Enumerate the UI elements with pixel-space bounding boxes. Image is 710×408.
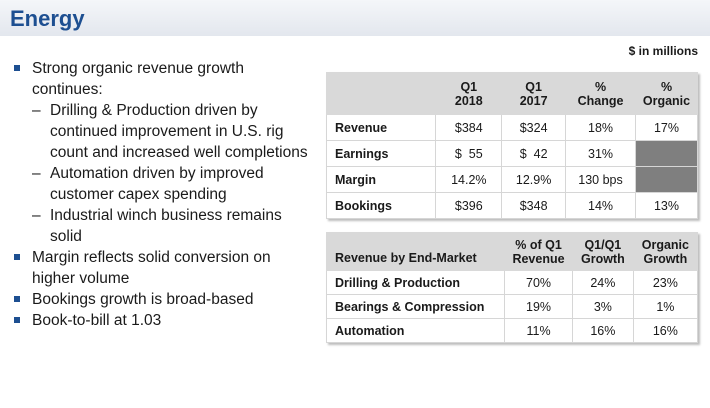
sub-bullet-item: – Drilling & Production driven by contin… (12, 100, 312, 163)
sub-bullet-item: – Industrial winch business remains soli… (12, 205, 312, 247)
header-cell: Q1 2018 (435, 72, 503, 115)
table-header-row: Q1 2018 Q1 2017 % Change % Organic (325, 72, 698, 115)
table-row: Drilling & Production 70% 24% 23% (325, 270, 699, 295)
row-label: Bookings (325, 192, 437, 219)
cell-q1-2018: $384 (435, 114, 503, 141)
cell-organic: 13% (635, 192, 698, 219)
cell-pct-revenue: 19% (504, 294, 573, 319)
header-cell: Organic Growth (632, 232, 699, 271)
cell-change: 14% (565, 192, 636, 219)
cell-change: 18% (565, 114, 636, 141)
bullet-text: Book-to-bill at 1.03 (32, 312, 162, 329)
bullet-text: Strong organic revenue growth continues: (32, 60, 244, 98)
row-label: Automation (325, 318, 506, 343)
sub-bullet-item: – Automation driven by improved customer… (12, 163, 312, 205)
cell-organic-growth: 1% (632, 294, 699, 319)
cell-q1-2017: $324 (501, 114, 567, 141)
cell-q1-2017: $ 42 (501, 140, 567, 167)
row-label: Revenue (325, 114, 437, 141)
bullet-item: Book-to-bill at 1.03 (12, 310, 312, 331)
table-row: Bearings & Compression 19% 3% 1% (325, 294, 699, 319)
bullet-text: Margin reflects solid conversion on high… (32, 249, 271, 287)
bullet-square-icon (14, 296, 20, 302)
header-cell: % Organic (635, 72, 698, 115)
header-cell: Q1/Q1 Growth (571, 232, 634, 271)
header-cell: Revenue by End-Market (325, 232, 506, 271)
table-header-row: Revenue by End-Market % of Q1 Revenue Q1… (325, 232, 699, 271)
table-row: Margin 14.2% 12.9% 130 bps (325, 166, 698, 193)
header-cell: Q1 2017 (501, 72, 567, 115)
bullet-text: Bookings growth is broad-based (32, 291, 254, 308)
cell-organic-growth: 16% (632, 318, 699, 343)
cell-organic-shaded (635, 166, 698, 193)
bullet-item: Bookings growth is broad-based (12, 289, 312, 310)
cell-q1-2017: 12.9% (501, 166, 567, 193)
bullet-item: Strong organic revenue growth continues: (12, 58, 312, 100)
cell-q1-2018: $ 55 (435, 140, 503, 167)
title-bar: Energy (0, 0, 710, 36)
summary-table: Q1 2018 Q1 2017 % Change % Organic Reven… (325, 72, 698, 219)
header-cell: % of Q1 Revenue (504, 232, 573, 271)
sub-bullet-text: Drilling & Production driven by continue… (50, 102, 308, 161)
cell-organic: 17% (635, 114, 698, 141)
table-row: Revenue $384 $324 18% 17% (325, 114, 698, 141)
sub-bullet-text: Automation driven by improved customer c… (50, 165, 264, 203)
dash-icon: – (32, 207, 41, 224)
header-cell (325, 72, 437, 115)
cell-growth: 16% (571, 318, 634, 343)
cell-pct-revenue: 11% (504, 318, 573, 343)
row-label: Margin (325, 166, 437, 193)
bullet-item: Margin reflects solid conversion on high… (12, 247, 312, 289)
end-market-table: Revenue by End-Market % of Q1 Revenue Q1… (325, 232, 699, 343)
dash-icon: – (32, 165, 41, 182)
page-title: Energy (10, 6, 85, 31)
cell-q1-2018: 14.2% (435, 166, 503, 193)
cell-pct-revenue: 70% (504, 270, 573, 295)
cell-growth: 24% (571, 270, 634, 295)
bullet-list: Strong organic revenue growth continues:… (12, 58, 312, 331)
row-label: Bearings & Compression (325, 294, 506, 319)
dash-icon: – (32, 102, 41, 119)
units-label: $ in millions (628, 44, 698, 58)
cell-q1-2018: $396 (435, 192, 503, 219)
row-label: Earnings (325, 140, 437, 167)
row-label: Drilling & Production (325, 270, 506, 295)
table-row: Automation 11% 16% 16% (325, 318, 699, 343)
cell-change: 31% (565, 140, 636, 167)
cell-change: 130 bps (565, 166, 636, 193)
cell-organic-shaded (635, 140, 698, 167)
bullet-square-icon (14, 317, 20, 323)
table-row: Earnings $ 55 $ 42 31% (325, 140, 698, 167)
table-row: Bookings $396 $348 14% 13% (325, 192, 698, 219)
cell-organic-growth: 23% (632, 270, 699, 295)
bullet-square-icon (14, 65, 20, 71)
cell-growth: 3% (571, 294, 634, 319)
header-cell: % Change (565, 72, 636, 115)
bullet-square-icon (14, 254, 20, 260)
cell-q1-2017: $348 (501, 192, 567, 219)
sub-bullet-text: Industrial winch business remains solid (50, 207, 282, 245)
